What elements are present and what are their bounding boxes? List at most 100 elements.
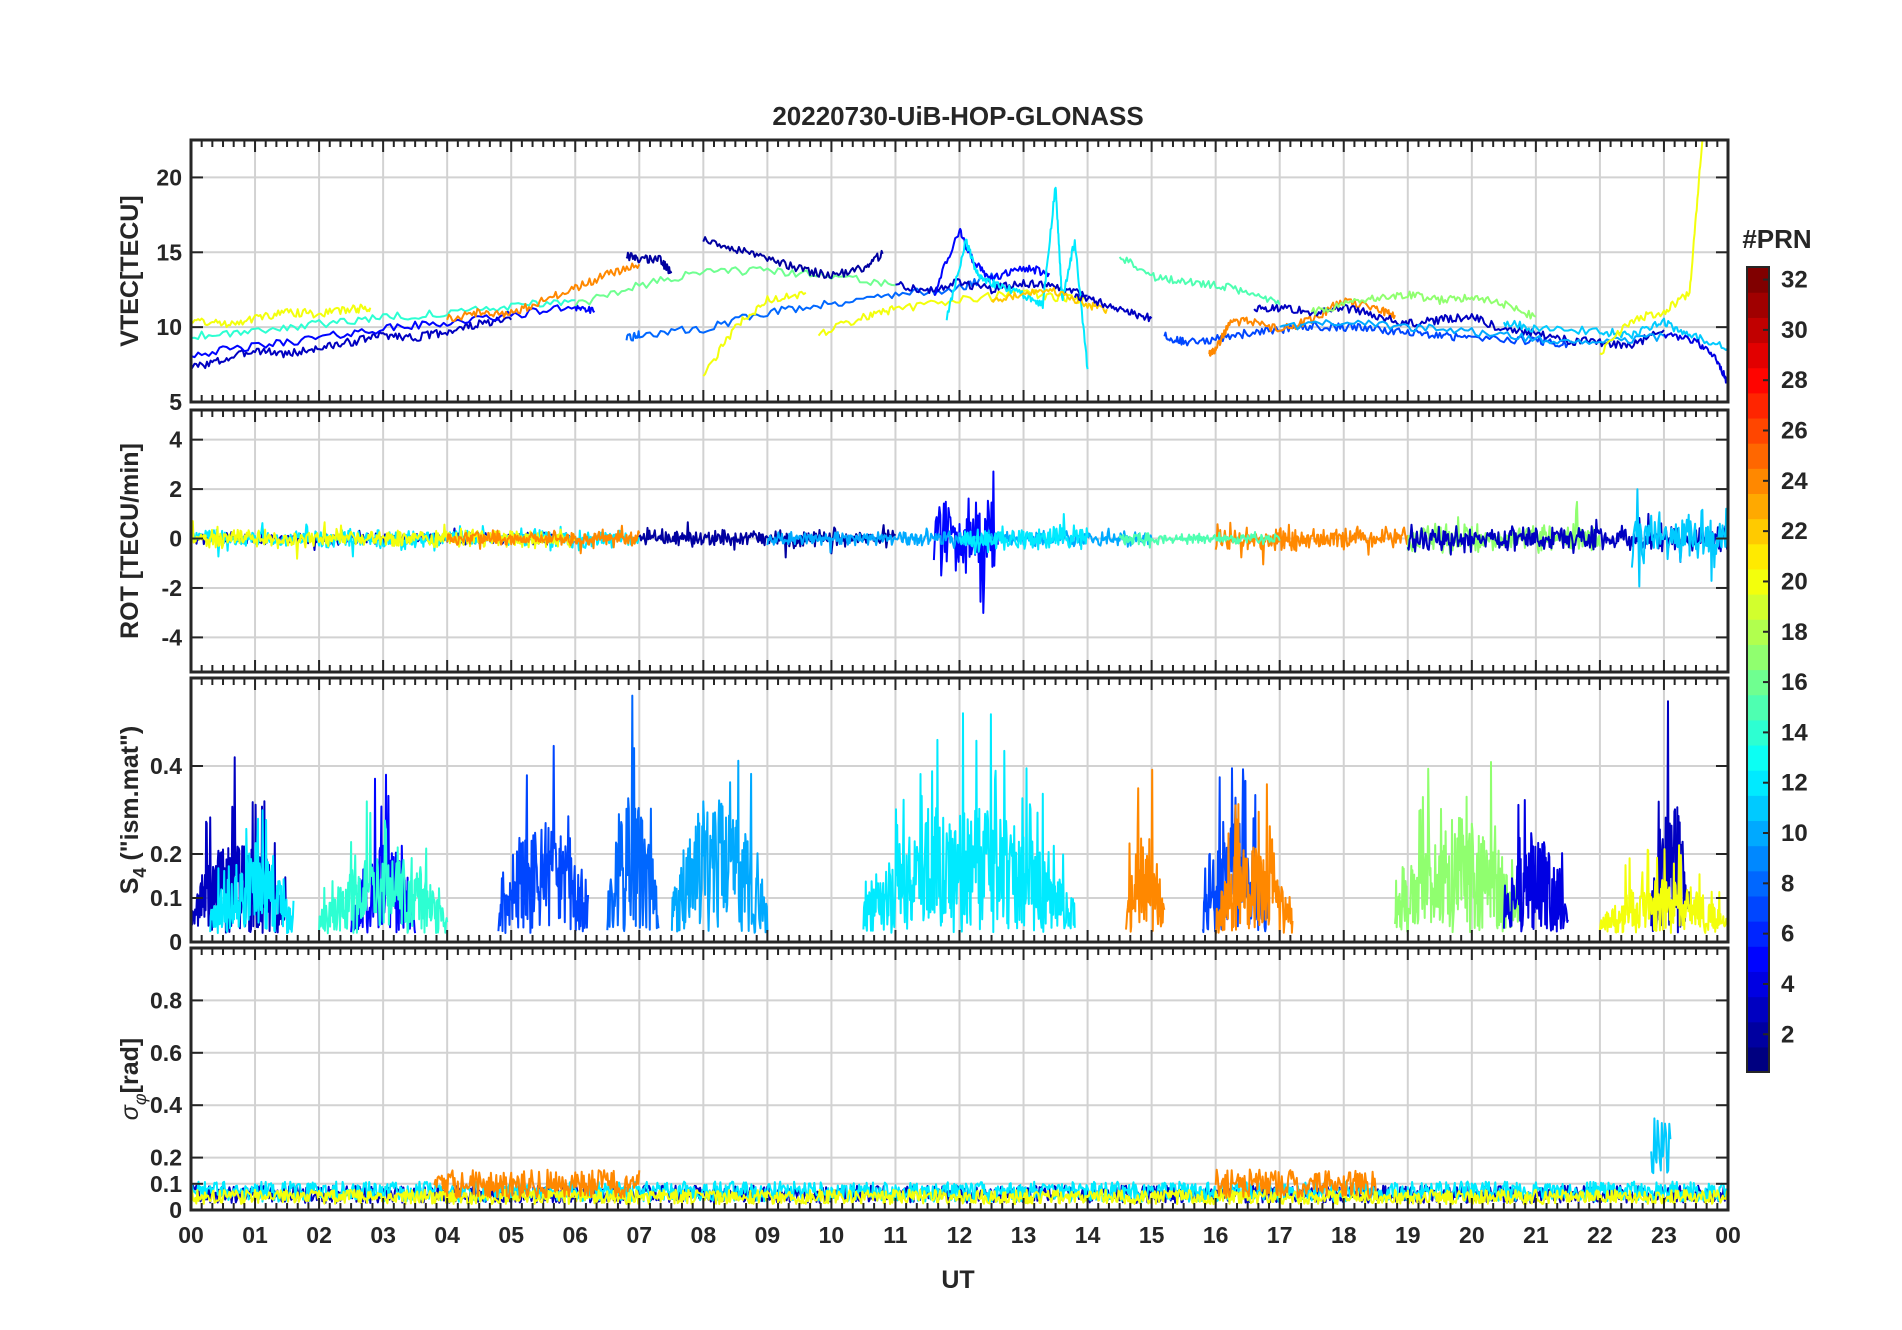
- y-tick-label: 20: [156, 164, 182, 190]
- colorbar-tick-label: 6: [1781, 921, 1794, 948]
- x-tick-label: 00: [178, 1222, 204, 1248]
- colorbar-swatch: [1747, 1021, 1769, 1048]
- x-tick-label: 17: [1267, 1222, 1293, 1248]
- x-tick-label: 11: [883, 1222, 908, 1248]
- colorbar-swatch: [1747, 870, 1769, 897]
- series-prn-17: [1310, 290, 1537, 320]
- series-prn-12: [945, 186, 1089, 370]
- colorbar-tick-label: 10: [1781, 820, 1808, 847]
- series-prn-24: [1214, 1168, 1377, 1199]
- y-tick-label: 0.8: [150, 987, 182, 1013]
- colorbar-tick-label: 22: [1781, 518, 1808, 545]
- colorbar-swatch: [1747, 443, 1769, 469]
- y-tick-label: 0.4: [150, 1092, 182, 1118]
- colorbar-swatch: [1747, 921, 1769, 947]
- series-prn-3: [1073, 293, 1153, 323]
- y-tick-label: 0: [169, 1197, 182, 1223]
- series-prn-22: [990, 287, 1108, 314]
- series-prn-7: [497, 744, 590, 934]
- colorbar-tick-label: 16: [1781, 669, 1808, 696]
- colorbar-swatch: [1747, 996, 1769, 1023]
- colorbar-swatch: [1747, 543, 1769, 570]
- y-tick-label: 0.2: [150, 841, 182, 867]
- colorbar-tick-label: 30: [1781, 317, 1808, 344]
- series-prn-11: [1630, 488, 1728, 588]
- x-tick-label: 07: [626, 1222, 652, 1248]
- colorbar-tick-label: 28: [1781, 367, 1808, 394]
- x-tick-label: 00: [1715, 1222, 1741, 1248]
- y-tick-label: 0.2: [150, 1145, 182, 1171]
- series-prn-8: [606, 694, 660, 933]
- series-prn-12: [958, 513, 1089, 555]
- colorbar-swatch: [1747, 895, 1769, 922]
- y-tick-label: 0.6: [150, 1040, 182, 1066]
- series-group: [191, 140, 1728, 385]
- y-axis-label: ROT [TECU/min]: [116, 443, 144, 639]
- x-tick-label: 12: [947, 1222, 973, 1248]
- colorbar-swatch: [1747, 719, 1769, 746]
- series-prn-11: [1650, 1117, 1672, 1175]
- colorbar-swatch: [1747, 795, 1769, 822]
- series-prn-20: [817, 289, 1088, 337]
- colorbar-swatch: [1747, 267, 1769, 293]
- colorbar-tick-label: 2: [1781, 1021, 1794, 1048]
- colorbar-swatch: [1747, 644, 1769, 671]
- series-group: [191, 694, 1728, 935]
- colorbar-tick-label: 32: [1781, 267, 1808, 294]
- x-tick-label: 10: [819, 1222, 845, 1248]
- y-tick-label: 0.4: [150, 753, 182, 779]
- colorbar-swatch: [1747, 744, 1769, 771]
- panel-rot: -4 -2 0 2 4 ROT [TECU/min]: [116, 408, 1730, 674]
- series-prn-16: [574, 266, 896, 307]
- colorbar-tick-label: 18: [1781, 619, 1808, 646]
- series-prn-10: [1279, 319, 1665, 345]
- y-tick-label: -2: [162, 575, 182, 601]
- x-tick-labels: 00 01 02 03 04 05 06 07 08 09 10 11 12 13 14 15 16 17 18 19…: [178, 1222, 1741, 1248]
- colorbar-swatch: [1747, 392, 1769, 419]
- y-tick-label: 10: [156, 314, 182, 340]
- series-prn-7: [1163, 321, 1569, 349]
- series-prn-20: [702, 290, 807, 377]
- colorbar-swatch: [1747, 820, 1769, 847]
- colorbar-swatch: [1747, 971, 1769, 998]
- colorbar-swatch: [1747, 468, 1769, 495]
- colorbar-swatch: [1747, 619, 1769, 645]
- colorbar-swatch: [1747, 367, 1769, 394]
- panel-sigphi: 00.10.2 0.4 0.6 0.8σφ[rad]: [116, 946, 1730, 1223]
- panel-s4: 0 0.1 0.2 0.4S4 ("ism.mat"): [116, 676, 1730, 955]
- panel-vtec: 5 10 15 20 VTEC[TECU]: [116, 138, 1730, 415]
- colorbar-tick-label: 24: [1781, 468, 1808, 495]
- series-prn-20: [1599, 140, 1704, 355]
- series-prn-14: [318, 800, 449, 935]
- chart-title: 20220730-UiB-HOP-GLONASS: [772, 101, 1143, 131]
- x-tick-label: 22: [1587, 1222, 1613, 1248]
- series-prn-2: [638, 521, 897, 559]
- series-prn-14: [191, 299, 576, 340]
- colorbar-swatch: [1747, 317, 1769, 344]
- series-prn-24: [1214, 521, 1409, 566]
- series-prn-4: [1663, 332, 1728, 385]
- colorbar-swatch: [1747, 493, 1769, 520]
- colorbar-tick-label: 4: [1781, 971, 1795, 998]
- y-tick-label: 0.1: [150, 1171, 182, 1197]
- series-prn-2: [625, 251, 673, 275]
- series-prn-24: [446, 524, 641, 555]
- colorbar-tick-label: 12: [1781, 770, 1808, 797]
- x-tick-label: 14: [1075, 1222, 1101, 1248]
- colorbar-tick-label: 14: [1781, 719, 1808, 746]
- y-tick-label: 0.1: [150, 885, 182, 911]
- y-tick-label: 0: [169, 526, 182, 552]
- x-axis-label: UT: [941, 1266, 974, 1294]
- x-tick-label: 23: [1651, 1222, 1677, 1248]
- y-axis-label: VTEC[TECU]: [116, 195, 144, 346]
- series-prn-24: [446, 262, 641, 322]
- x-tick-label: 02: [306, 1222, 332, 1248]
- x-tick-label: 19: [1395, 1222, 1421, 1248]
- colorbar-tick-label: 8: [1781, 870, 1794, 897]
- x-tick-label: 04: [434, 1222, 460, 1248]
- colorbar-swatch: [1747, 417, 1769, 444]
- series-prn-17: [1406, 500, 1601, 554]
- series-prn-11: [1502, 317, 1728, 351]
- x-tick-label: 13: [1011, 1222, 1037, 1248]
